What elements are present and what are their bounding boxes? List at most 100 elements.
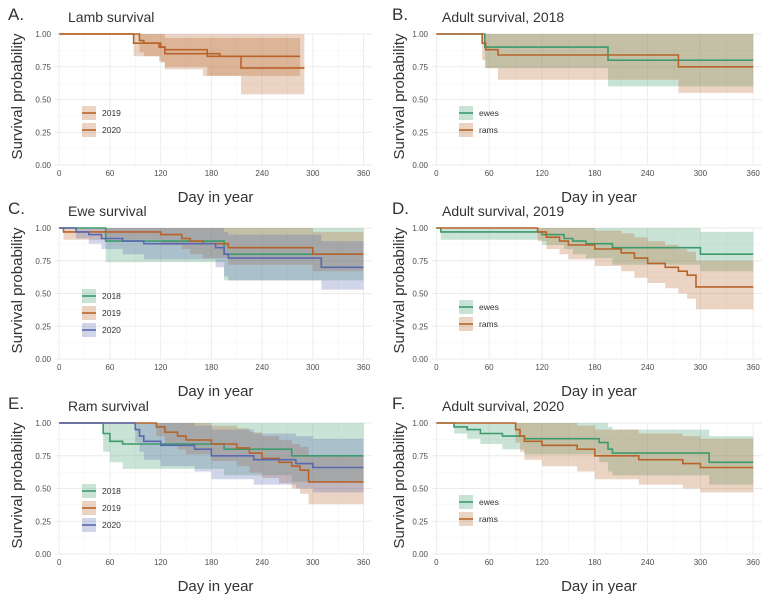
- y-axis-label: Survival probability: [391, 33, 408, 159]
- y-tick-label: 0.25: [35, 322, 51, 331]
- survival-line-rams: [436, 422, 754, 469]
- x-tick-label: 300: [694, 169, 708, 178]
- x-tick-label: 360: [357, 558, 371, 567]
- y-tick-label: 0.25: [35, 128, 51, 137]
- y-tick-label: 1.00: [412, 224, 428, 233]
- legend-label: 2020: [102, 125, 121, 135]
- y-tick-label: 0.50: [412, 96, 428, 105]
- x-tick-label: 60: [105, 363, 114, 372]
- y-axis-label: Survival probability: [9, 227, 26, 353]
- legend-label: 2019: [102, 503, 121, 513]
- panel-title: Adult survival, 2019: [442, 203, 564, 219]
- panel-title: Adult survival, 2018: [442, 9, 564, 25]
- confidence-band-2019: [59, 34, 305, 95]
- x-tick-label: 0: [434, 169, 439, 178]
- x-tick-label: 360: [357, 363, 371, 372]
- x-tick-label: 60: [485, 363, 494, 372]
- y-tick-label: 1.00: [35, 224, 51, 233]
- survival-line-rams: [436, 227, 754, 288]
- y-axis-label: Survival probability: [391, 422, 408, 548]
- panel-letter: C.: [8, 199, 25, 218]
- x-tick-label: 240: [255, 169, 269, 178]
- y-tick-label: 0.25: [412, 322, 428, 331]
- x-tick-label: 0: [434, 558, 439, 567]
- panel-f: 0 60 120 180 240 300 360 0.00 0.25 0.50 0.75 1.00 F.…: [391, 394, 762, 595]
- panel-letter: A.: [8, 5, 24, 24]
- x-axis-label: Day in year: [178, 383, 254, 400]
- y-tick-label: 0.50: [35, 96, 51, 105]
- x-tick-label: 300: [694, 558, 708, 567]
- x-tick-label: 120: [535, 169, 549, 178]
- legend-label: 2019: [102, 308, 121, 318]
- x-tick-label: 240: [641, 558, 655, 567]
- survival-line-2020: [59, 33, 301, 58]
- panel-b: 0 60 120 180 240 300 360 0.00 0.25 0.50 0.75 1.00 B.…: [391, 5, 762, 206]
- legend-label: rams: [479, 319, 498, 329]
- confidence-band-2020: [59, 34, 301, 76]
- x-tick-label: 180: [205, 169, 219, 178]
- panel-title: Adult survival, 2020: [442, 398, 564, 414]
- x-tick-label: 120: [154, 363, 168, 372]
- x-axis-label: Day in year: [178, 578, 254, 595]
- x-axis-label: Day in year: [561, 189, 637, 206]
- y-tick-label: 0.75: [412, 452, 428, 461]
- y-tick-label: 1.00: [412, 30, 428, 39]
- x-tick-label: 120: [535, 363, 549, 372]
- x-tick-label: 60: [485, 558, 494, 567]
- legend-label: 2019: [102, 108, 121, 118]
- x-tick-label: 120: [154, 558, 168, 567]
- y-tick-label: 0.25: [412, 128, 428, 137]
- panel-title: Ewe survival: [68, 203, 147, 219]
- confidence-band-2020: [59, 228, 364, 290]
- panel-letter: D.: [392, 199, 409, 218]
- x-tick-label: 300: [306, 363, 320, 372]
- legend-label: ewes: [479, 302, 499, 312]
- x-tick-label: 60: [485, 169, 494, 178]
- legend-label: 2020: [102, 520, 121, 530]
- panel-letter: E.: [8, 394, 24, 413]
- x-tick-label: 240: [641, 363, 655, 372]
- survival-line-2020: [59, 227, 364, 269]
- panel-title: Ram survival: [68, 398, 149, 414]
- x-tick-label: 120: [154, 169, 168, 178]
- survival-line-rams: [436, 33, 754, 68]
- confidence-band-2020: [59, 423, 364, 493]
- x-tick-label: 180: [205, 558, 219, 567]
- x-tick-label: 240: [255, 558, 269, 567]
- x-tick-label: 120: [535, 558, 549, 567]
- x-tick-label: 300: [694, 363, 708, 372]
- y-tick-label: 0.25: [412, 517, 428, 526]
- y-tick-label: 0.00: [35, 550, 51, 559]
- y-tick-label: 1.00: [412, 419, 428, 428]
- panel-d: 0 60 120 180 240 300 360 0.00 0.25 0.50 0.75 1.00D.…: [391, 199, 762, 400]
- x-tick-label: 360: [747, 169, 761, 178]
- legend-label: rams: [479, 514, 498, 524]
- x-tick-label: 300: [306, 558, 320, 567]
- y-tick-label: 0.00: [412, 355, 428, 364]
- y-tick-label: 0.50: [412, 290, 428, 299]
- survival-line-2019: [59, 422, 364, 483]
- x-tick-label: 60: [105, 169, 114, 178]
- x-tick-label: 180: [588, 558, 602, 567]
- x-axis-label: Day in year: [178, 189, 254, 206]
- panel-a: 0 60 120 180 240 300 360 0.00 0.25 0.50 0.75 1.00 A.…: [8, 5, 372, 206]
- y-tick-label: 0.00: [412, 550, 428, 559]
- confidence-band-rams: [436, 34, 754, 93]
- y-axis-label: Survival probability: [391, 227, 408, 353]
- confidence-band-2019: [59, 423, 364, 505]
- legend-label: ewes: [479, 108, 499, 118]
- y-tick-label: 1.00: [35, 419, 51, 428]
- y-tick-label: 0.75: [35, 452, 51, 461]
- panel-letter: B.: [392, 5, 408, 24]
- survival-line-ewes: [436, 227, 754, 255]
- survival-line-2020: [59, 422, 364, 469]
- y-tick-label: 0.25: [35, 517, 51, 526]
- legend-label: 2018: [102, 291, 121, 301]
- x-tick-label: 240: [255, 363, 269, 372]
- y-tick-label: 0.75: [35, 257, 51, 266]
- x-tick-label: 0: [57, 169, 62, 178]
- x-tick-label: 180: [588, 363, 602, 372]
- legend-label: 2020: [102, 325, 121, 335]
- survival-line-2019: [59, 227, 364, 255]
